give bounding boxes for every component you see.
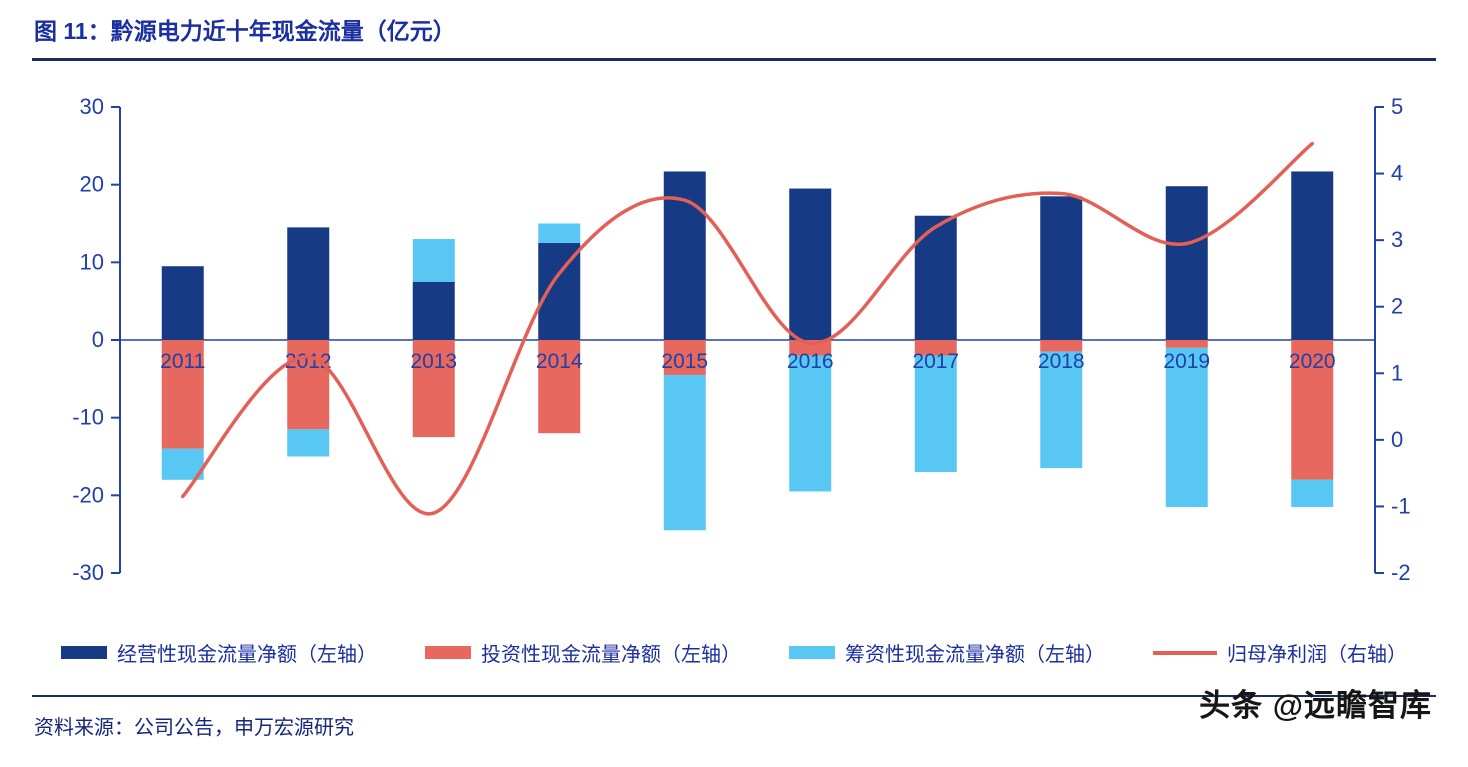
svg-text:1: 1 bbox=[1391, 360, 1403, 385]
legend-label-operating-cash-flow: 经营性现金流量净额（左轴） bbox=[117, 644, 377, 666]
legend-item-operating-cash-flow: 经营性现金流量净额（左轴） bbox=[61, 638, 377, 667]
legend-swatch-net-profit-line bbox=[1153, 650, 1217, 655]
svg-text:20: 20 bbox=[80, 172, 104, 197]
svg-text:0: 0 bbox=[1391, 427, 1403, 452]
svg-text:-1: -1 bbox=[1391, 493, 1411, 518]
svg-text:4: 4 bbox=[1391, 161, 1403, 186]
title-divider bbox=[32, 58, 1436, 61]
source-note: 资料来源：公司公告，申万宏源研究 bbox=[34, 717, 354, 739]
legend-swatch-operating-cash-flow bbox=[61, 646, 107, 659]
svg-text:2012: 2012 bbox=[285, 350, 332, 373]
legend-swatch-financing-cash-flow bbox=[789, 646, 835, 659]
legend-item-net-profit: 归母净利润（右轴） bbox=[1153, 638, 1407, 667]
legend-swatch-investing-cash-flow bbox=[425, 646, 471, 659]
svg-text:-30: -30 bbox=[72, 560, 104, 585]
svg-text:2014: 2014 bbox=[536, 350, 583, 373]
chart-legend: 经营性现金流量净额（左轴） 投资性现金流量净额（左轴） 筹资性现金流量净额（左轴… bbox=[0, 638, 1468, 667]
chart-area: 30 20 10 0 -10 -20 -30 5 4 3 2 1 0 -1 -2 2011 2012 2013 20… bbox=[0, 82, 1468, 622]
legend-item-financing-cash-flow: 筹资性现金流量净额（左轴） bbox=[789, 638, 1105, 667]
legend-label-net-profit: 归母净利润（右轴） bbox=[1227, 644, 1407, 666]
svg-text:10: 10 bbox=[80, 249, 104, 274]
svg-text:30: 30 bbox=[80, 94, 104, 119]
legend-item-investing-cash-flow: 投资性现金流量净额（左轴） bbox=[425, 638, 741, 667]
svg-text:-10: -10 bbox=[72, 405, 104, 430]
svg-text:2017: 2017 bbox=[912, 350, 959, 373]
svg-text:0: 0 bbox=[92, 327, 104, 352]
svg-text:-2: -2 bbox=[1391, 560, 1411, 585]
svg-text:2013: 2013 bbox=[410, 350, 457, 373]
svg-text:2016: 2016 bbox=[787, 350, 834, 373]
legend-label-investing-cash-flow: 投资性现金流量净额（左轴） bbox=[481, 644, 741, 666]
footer-divider bbox=[32, 695, 1436, 697]
legend-label-financing-cash-flow: 筹资性现金流量净额（左轴） bbox=[845, 644, 1105, 666]
svg-text:2020: 2020 bbox=[1289, 350, 1336, 373]
svg-text:-20: -20 bbox=[72, 482, 104, 507]
svg-text:2018: 2018 bbox=[1038, 350, 1085, 373]
figure-title: 图 11：黔源电力近十年现金流量（亿元） bbox=[34, 18, 456, 44]
svg-text:5: 5 bbox=[1391, 94, 1403, 119]
watermark: 头条 @远瞻智库 bbox=[1199, 688, 1432, 723]
svg-text:2019: 2019 bbox=[1163, 350, 1210, 373]
svg-text:2011: 2011 bbox=[160, 350, 205, 373]
svg-text:2015: 2015 bbox=[661, 350, 708, 373]
svg-text:3: 3 bbox=[1391, 227, 1403, 252]
svg-text:2: 2 bbox=[1391, 294, 1403, 319]
